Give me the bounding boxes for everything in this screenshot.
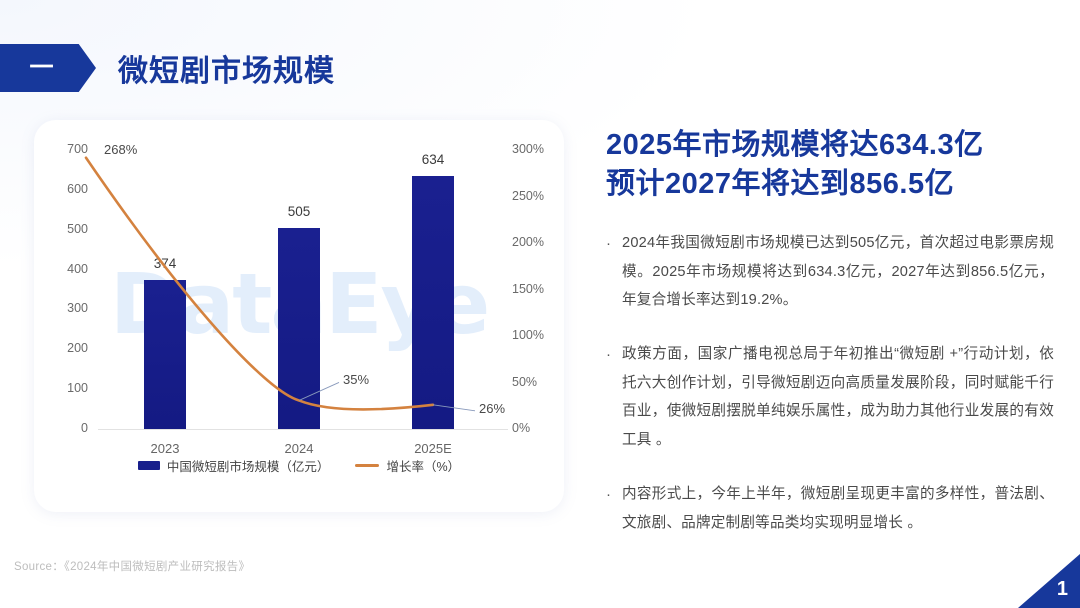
y-axis-right-tick: 100% (512, 328, 544, 342)
y-axis-left-tick: 600 (67, 181, 88, 196)
y-axis-right-tick: 0% (512, 421, 531, 435)
source-value: 《2024年中国微短剧产业研究报告》 (64, 561, 251, 573)
headline-line-2: 预计2027年将达到856.5亿 (606, 167, 955, 200)
y-axis-left-tick: 400 (67, 261, 88, 276)
bar-2024 (278, 227, 320, 429)
page-title: 微短剧市场规模 (118, 55, 335, 88)
y-axis-right-tick: 250% (512, 188, 544, 203)
legend-item-line: 增长率（%） (355, 456, 460, 475)
section-number-badge: 一 (0, 44, 96, 92)
bullet-marker-icon: · (606, 235, 611, 253)
x-axis-tick: 2024 (284, 441, 314, 456)
bullet-item: · 内容形式上，今年上半年，微短剧呈现更丰富的多样性，普法剧、文旅剧、品牌定制剧等… (606, 480, 1054, 537)
line-point-label: 26% (479, 400, 506, 416)
y-axis-right-tick: 200% (512, 235, 544, 249)
y-axis-left-tick: 100 (67, 381, 88, 396)
chart-card: DataEye 01002003004005006007000%50%100%1… (34, 120, 564, 512)
legend-line-label: 增长率（%） (386, 460, 461, 474)
bar-value-label: 505 (287, 203, 311, 219)
bar-2023 (144, 279, 186, 429)
page-number: 1 (1056, 578, 1068, 600)
combo-chart: 0 100 200 300 400 500 600 700 0% 50% 100% 150% 200% 2… (34, 120, 564, 512)
y-axis-left-tick: 0 (81, 421, 88, 435)
headline: 2025年市场规模将达634.3亿 预计2027年将达到856.5亿 (606, 126, 1054, 203)
source-label: Source： (14, 561, 65, 573)
y-axis-left-tick: 300 (67, 301, 88, 316)
y-axis-right-tick: 150% (512, 281, 544, 296)
legend-item-bar: 中国微短剧市场规模（亿元） (137, 456, 330, 475)
bullet-text: 政策方面，国家广播电视总局于年初推出“微短剧 +”行动计划，依托六大创作计划，引… (622, 346, 1054, 448)
bullet-item: · 2024年我国微短剧市场规模已达到505亿元，首次超过电影票房规模。2025年… (606, 229, 1054, 314)
y-axis-right-tick: 300% (512, 142, 544, 156)
page-header: 一 微短剧市场规模 (0, 44, 335, 92)
bullet-marker-icon: · (606, 346, 611, 364)
legend-bar-swatch-icon (137, 461, 160, 470)
bullet-text: 内容形式上，今年上半年，微短剧呈现更丰富的多样性，普法剧、文旅剧、品牌定制剧等品… (622, 486, 1054, 531)
section-number-text: 一 (29, 54, 55, 81)
legend-line-swatch-icon (355, 464, 380, 467)
x-axis-tick: 2023 (150, 441, 180, 456)
source-note: Source：《2024年中国微短剧产业研究报告》 (14, 558, 250, 574)
y-axis-right-tick: 50% (512, 374, 538, 389)
bullet-text: 2024年我国微短剧市场规模已达到505亿元，首次超过电影票房规模。2025年市… (622, 235, 1054, 309)
bullet-item: · 政策方面，国家广播电视总局于年初推出“微短剧 +”行动计划，依托六大创作计划，… (606, 340, 1054, 454)
growth-rate-line (84, 156, 476, 412)
headline-line-1: 2025年市场规模将达634.3亿 (606, 129, 984, 161)
y-axis-left-tick: 200 (67, 341, 88, 356)
y-axis-left-tick: 700 (67, 142, 88, 156)
bullet-list: · 2024年我国微短剧市场规模已达到505亿元，首次超过电影票房规模。2025年… (606, 229, 1054, 537)
bar-value-label: 634 (421, 152, 445, 168)
line-point-label: 35% (343, 372, 370, 388)
x-axis-tick: 2025E (414, 441, 452, 456)
chart-legend: 中国微短剧市场规模（亿元） 增长率（%） (34, 456, 564, 475)
x-axis-baseline (98, 429, 508, 430)
line-point-label: 268% (104, 141, 138, 157)
bar-2025E (412, 176, 454, 429)
content-panel: 2025年市场规模将达634.3亿 预计2027年将达到856.5亿 · 2024… (606, 126, 1054, 563)
y-axis-left-tick: 500 (67, 221, 88, 236)
legend-bar-label: 中国微短剧市场规模（亿元） (166, 460, 330, 474)
bullet-marker-icon: · (606, 486, 611, 504)
